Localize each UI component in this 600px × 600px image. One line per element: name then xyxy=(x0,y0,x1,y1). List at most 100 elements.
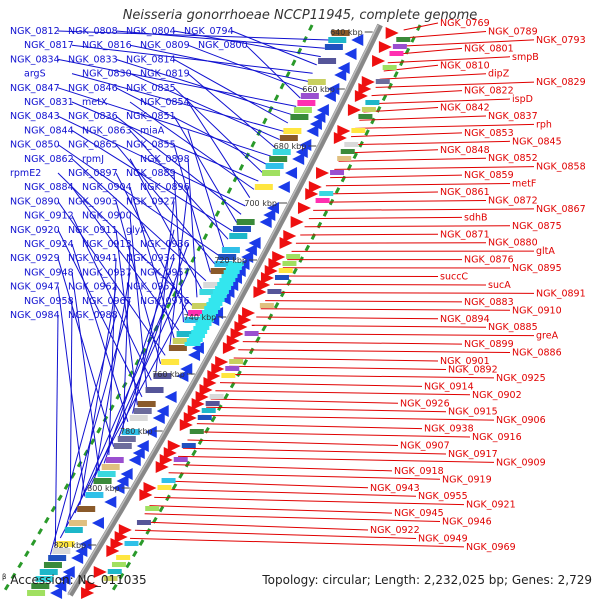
gene-block xyxy=(221,373,236,378)
gene-block xyxy=(161,359,180,365)
right-leader-line xyxy=(224,373,495,379)
gene-block xyxy=(145,506,160,511)
left-leader-line xyxy=(173,115,238,223)
left-gene-label: NGK_0957 xyxy=(140,267,190,278)
right-gene-label: NGK_0769 xyxy=(440,18,490,29)
left-leader-line xyxy=(71,272,100,472)
right-leader-line xyxy=(201,414,495,421)
minus-strand-gene xyxy=(75,545,88,557)
left-gene-label: NGK_0967 xyxy=(82,296,132,307)
plus-strand-gene xyxy=(279,237,293,249)
left-gene-label: NGK_0847 xyxy=(10,83,60,94)
left-gene-label: NGK_0920 xyxy=(10,225,60,236)
gene-block xyxy=(244,331,259,336)
minus-strand-gene xyxy=(344,48,357,60)
right-leader-line xyxy=(342,149,439,154)
gene-block xyxy=(116,555,131,560)
gene-block xyxy=(389,51,404,56)
gene-block xyxy=(124,541,139,546)
gene-block xyxy=(193,326,210,330)
gene-block xyxy=(43,562,62,568)
gene-block xyxy=(217,282,234,286)
left-gene-label: NGK_0941 xyxy=(68,253,118,264)
left-gene-label: NGK_0903 xyxy=(68,196,118,207)
gene-block xyxy=(300,93,319,99)
gene-block xyxy=(307,79,326,85)
left-gene-label: NGK_0884 xyxy=(24,182,74,193)
gene-block xyxy=(279,135,298,141)
left-gene-label: NGK_0948 xyxy=(24,267,74,278)
right-gene-label: NGK_0902 xyxy=(472,390,522,401)
plus-strand-gene xyxy=(143,482,157,494)
right-leader-line xyxy=(334,166,535,170)
gene-block xyxy=(227,262,244,266)
left-leader-line xyxy=(129,158,202,290)
left-leader-line xyxy=(79,286,117,505)
right-leader-line xyxy=(134,529,417,539)
minus-strand-gene xyxy=(144,426,157,438)
right-gene-label: NGK_0801 xyxy=(464,43,514,54)
minus-strand-gene xyxy=(323,90,336,102)
right-gene-label: NGK_0926 xyxy=(400,398,450,409)
right-gene-label: NGK_0891 xyxy=(536,288,586,299)
right-gene-label: NGK_0907 xyxy=(400,441,450,452)
left-gene-label: NGK_0962 xyxy=(68,282,118,293)
minus-strand-gene xyxy=(313,111,326,123)
right-leader-line xyxy=(379,73,487,80)
left-leader-line xyxy=(69,300,73,522)
plus-strand-gene xyxy=(195,391,209,403)
gene-block xyxy=(136,520,151,525)
right-gene-label: NGK_0852 xyxy=(488,153,538,164)
right-gene-label: NGK_0938 xyxy=(424,424,474,435)
left-gene-label: NGK_0934 xyxy=(126,253,176,264)
right-gene-label: NGK_0858 xyxy=(536,162,586,173)
left-gene-label: NGK_0836 xyxy=(68,111,118,122)
gene-block xyxy=(153,373,172,379)
left-leader-line xyxy=(71,101,259,182)
gene-block xyxy=(56,541,75,547)
right-leader-line xyxy=(251,324,487,328)
right-gene-label: NGK_0901 xyxy=(440,356,490,367)
left-gene-label: NGK_0850 xyxy=(10,140,60,151)
left-gene-label: NGK_0984 xyxy=(10,310,60,321)
gene-block xyxy=(208,298,225,302)
right-leader-line xyxy=(375,81,535,88)
plus-strand-gene xyxy=(305,188,319,200)
right-leader-line xyxy=(395,39,535,47)
right-gene-label: NGK_0916 xyxy=(472,432,522,443)
right-leader-line xyxy=(215,390,471,396)
gene-block xyxy=(101,464,120,470)
gene-block xyxy=(188,334,205,338)
gene-block xyxy=(121,429,140,435)
right-leader-line xyxy=(338,157,487,162)
plus-strand-gene xyxy=(378,41,392,53)
gene-block xyxy=(197,415,212,420)
right-gene-label: NGK_0822 xyxy=(464,86,514,97)
left-gene-label: NGK_0913 xyxy=(82,239,132,250)
right-gene-label: NGK_0853 xyxy=(464,128,514,139)
gene-block xyxy=(223,270,240,274)
minus-strand-gene xyxy=(112,482,125,494)
left-gene-label: glyA xyxy=(126,225,147,236)
gene-block xyxy=(328,37,347,43)
left-leader-line xyxy=(173,87,263,174)
left-leader-line xyxy=(57,229,143,398)
minus-strand-gene xyxy=(54,580,67,592)
plus-strand-gene xyxy=(230,328,244,340)
right-gene-label: smpB xyxy=(512,52,539,63)
backbone-arc xyxy=(67,23,383,597)
gene-block xyxy=(168,345,187,351)
gene-block xyxy=(201,408,216,413)
left-leader-line xyxy=(71,44,313,74)
right-leader-line xyxy=(367,98,511,105)
minus-strand-gene xyxy=(244,244,257,256)
gene-block xyxy=(218,254,237,260)
right-leader-line xyxy=(265,300,463,303)
right-gene-label: NGK_0921 xyxy=(466,500,516,511)
kbp-tick-label: 800 kbp xyxy=(87,484,120,493)
right-gene-label: NGK_0917 xyxy=(448,449,498,460)
gene-block xyxy=(184,317,203,323)
left-leader-line xyxy=(132,229,175,414)
left-gene-label: NGK_0833 xyxy=(68,54,118,65)
minus-strand-gene xyxy=(248,237,261,249)
